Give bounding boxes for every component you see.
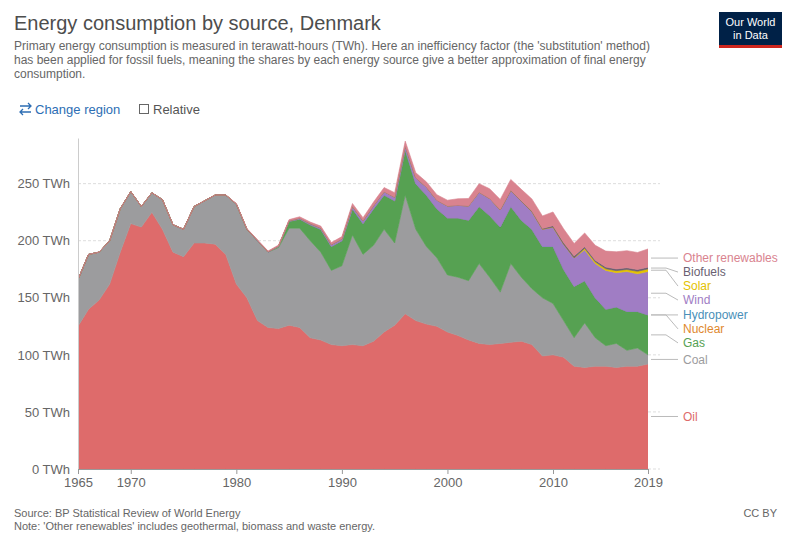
x-tick: 1965 <box>64 469 93 490</box>
x-axis-line <box>79 469 649 470</box>
legend-leader <box>651 315 678 329</box>
x-tick-label: 2019 <box>634 475 663 490</box>
legend-label: Coal <box>683 353 708 367</box>
legend-label: Hydropower <box>683 308 748 322</box>
y-axis: 0 TWh50 TWh100 TWh150 TWh200 TWh250 TWh <box>17 139 78 477</box>
x-tick-mark <box>553 469 554 474</box>
y-tick: 100 TWh <box>17 348 78 363</box>
logo: Our Worldin Data <box>719 12 782 48</box>
note: Note: 'Other renewables' includes geothe… <box>14 520 375 532</box>
source: Source: BP Statistical Review of World E… <box>14 507 241 519</box>
controls: Change region Relative <box>20 102 200 117</box>
legend-leader <box>651 293 678 300</box>
x-tick-mark <box>447 469 448 474</box>
x-tick: 1980 <box>222 469 251 490</box>
y-tick-label: 150 TWh <box>17 290 70 305</box>
area-other-renewables <box>78 141 648 279</box>
relative-label[interactable]: Relative <box>153 102 200 117</box>
y-tick: 150 TWh <box>17 290 78 305</box>
chart-root: Energy consumption by source, Denmark Pri… <box>0 0 791 537</box>
x-tick: 1970 <box>117 469 146 490</box>
legend-leader <box>651 359 678 360</box>
legend-label: Other renewables <box>683 251 778 265</box>
x-tick-label: 1980 <box>222 475 251 490</box>
x-tick: 2010 <box>539 469 568 490</box>
x-tick-label: 1965 <box>64 475 93 490</box>
subtitle: has been applied for fossil fuels, meani… <box>14 53 646 67</box>
legend-leader <box>651 335 678 343</box>
logo-text: Our World <box>726 16 776 28</box>
legend: Other renewablesBiofuelsSolarWindHydropo… <box>651 251 778 423</box>
y-tick: 250 TWh <box>17 176 78 191</box>
subtitle: Primary energy consumption is measured i… <box>14 39 650 53</box>
x-tick-label: 2010 <box>539 475 568 490</box>
change-region[interactable]: Change region <box>35 102 120 117</box>
x-tick-label: 2000 <box>433 475 462 490</box>
relative-checkbox[interactable] <box>140 105 149 114</box>
y-tick-label: 250 TWh <box>17 176 70 191</box>
area-biofuels <box>78 146 648 280</box>
legend-label: Solar <box>683 279 711 293</box>
logo-box <box>719 12 782 45</box>
x-tick-mark <box>131 469 132 474</box>
legend-leader <box>651 416 678 417</box>
y-tick-label: 200 TWh <box>17 233 70 248</box>
title: Energy consumption by source, Denmark <box>14 12 382 34</box>
x-tick: 2019 <box>634 469 663 490</box>
change-region-icon <box>20 103 31 115</box>
grid-line <box>78 183 660 184</box>
legend-label: Gas <box>683 336 705 350</box>
y-tick-label: 100 TWh <box>17 348 70 363</box>
legend-label: Nuclear <box>683 322 724 336</box>
x-tick-mark <box>648 469 649 474</box>
legend-label: Wind <box>683 293 710 307</box>
area-solar <box>78 146 648 280</box>
y-tick: 50 TWh <box>25 405 78 420</box>
x-tick: 2000 <box>433 469 462 490</box>
legend-label: Oil <box>683 410 698 424</box>
legend-leader <box>651 270 678 286</box>
y-tick: 200 TWh <box>17 233 78 248</box>
x-tick-label: 1990 <box>328 475 357 490</box>
plot-area <box>78 141 648 469</box>
license: CC BY <box>743 507 777 519</box>
x-axis: 1965 1970 1980 1990 2000 2010 2019 <box>64 469 663 490</box>
x-tick-label: 1970 <box>117 475 146 490</box>
x-tick: 1990 <box>328 469 357 490</box>
x-tick-mark <box>78 469 79 474</box>
y-axis-line <box>78 139 79 470</box>
x-tick-mark <box>342 469 343 474</box>
logo-bar <box>719 45 782 48</box>
logo-text: in Data <box>733 29 769 41</box>
x-tick-mark <box>236 469 237 474</box>
legend-leader <box>651 258 678 259</box>
legend-label: Biofuels <box>683 265 726 279</box>
y-tick-label: 50 TWh <box>25 405 70 420</box>
subtitle: consumption. <box>14 67 85 81</box>
